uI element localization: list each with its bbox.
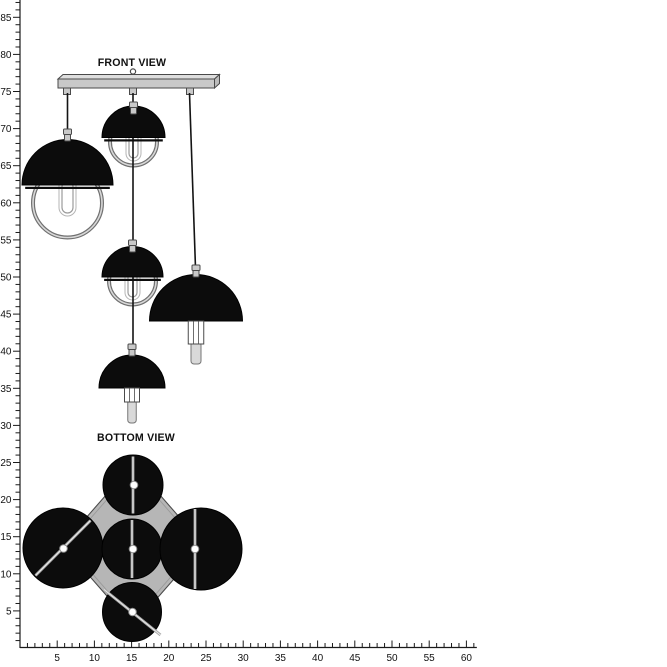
ruler-label: 5 [6, 606, 12, 617]
shade-inner-rim [104, 139, 163, 142]
socket-stem [128, 349, 136, 357]
dome-shade [148, 274, 244, 322]
dome-shade [21, 139, 114, 186]
center-hole [128, 607, 137, 617]
lamp-socket-neck [187, 320, 205, 345]
ruler-label: 55 [0, 235, 12, 246]
ruler-label: 50 [0, 273, 12, 284]
bottom-view-label: BOTTOM VIEW [97, 432, 175, 444]
front-view-drawing [21, 68, 244, 424]
bulb-tube [127, 399, 137, 424]
socket-stem [192, 270, 200, 278]
ruler-label: 20 [0, 495, 12, 506]
ruler-label: 40 [312, 653, 324, 664]
ruler-label: 30 [238, 653, 250, 664]
ruler-label: 25 [200, 653, 212, 664]
shade-circle [159, 507, 243, 591]
bulb-tube [190, 341, 202, 365]
mounting-plate-inner-line [72, 475, 194, 615]
ruler-label: 35 [275, 653, 287, 664]
ruler-label: 70 [0, 124, 12, 135]
center-hole [129, 480, 139, 490]
canopy-bar [57, 78, 215, 89]
socket-collar [191, 264, 201, 271]
ruler-label: 30 [0, 421, 12, 432]
ruler-label: 50 [386, 653, 398, 664]
shade-inner-rim [25, 186, 110, 189]
right-pendant-shade [148, 274, 244, 365]
socket-collar [63, 128, 72, 135]
ceiling-hook-icon [129, 68, 137, 75]
ruler-label: 15 [0, 532, 12, 543]
bottom-view-drawing [22, 454, 243, 642]
ruler-label: 45 [0, 310, 12, 321]
ruler-label: 10 [89, 653, 101, 664]
ruler-label: 25 [0, 458, 12, 469]
large-globe-pendant-shade [21, 139, 114, 189]
center-hole [190, 544, 200, 554]
back-shade [102, 454, 164, 516]
socket-collar [128, 239, 137, 246]
bulb [61, 180, 74, 214]
ruler-label: 5 [54, 653, 60, 664]
center-hole [59, 544, 68, 553]
ruler-label: 55 [424, 653, 436, 664]
ruler-label: 80 [0, 50, 12, 61]
center-shade [101, 518, 163, 580]
front-shade [102, 582, 162, 642]
ruler-label: 10 [0, 569, 12, 580]
ruler-label: 35 [0, 384, 12, 395]
socket-stem [129, 245, 136, 253]
right-shade [159, 507, 243, 591]
rulers: 5 10 15 20 25 30 35 40 45 50 55 60 65 70 75 80 85 5 10 15 20… [0, 0, 477, 664]
center-hole [128, 544, 138, 554]
lower-middle-pendant-shade [98, 354, 166, 424]
shade-inner-rim [104, 278, 161, 281]
cord [188, 92, 197, 269]
ruler-label: 65 [0, 161, 12, 172]
lamp-socket-neck [124, 387, 140, 403]
socket-collar [129, 101, 138, 108]
left-shade [22, 507, 104, 589]
ruler-label: 40 [0, 347, 12, 358]
socket-collar [127, 343, 137, 350]
canopy-bar-top [56, 74, 221, 80]
dome-shade [98, 354, 166, 389]
ruler-label: 60 [461, 653, 473, 664]
ruler-label: 45 [349, 653, 361, 664]
front-view-label: FRONT VIEW [98, 57, 167, 69]
ruler-label: 85 [0, 13, 12, 24]
socket-stem [64, 134, 71, 142]
socket-stem [130, 107, 137, 115]
ruler-label: 20 [163, 653, 175, 664]
ruler-label: 75 [0, 87, 12, 98]
ruler-label: 15 [126, 653, 138, 664]
ruler-label: 60 [0, 198, 12, 209]
